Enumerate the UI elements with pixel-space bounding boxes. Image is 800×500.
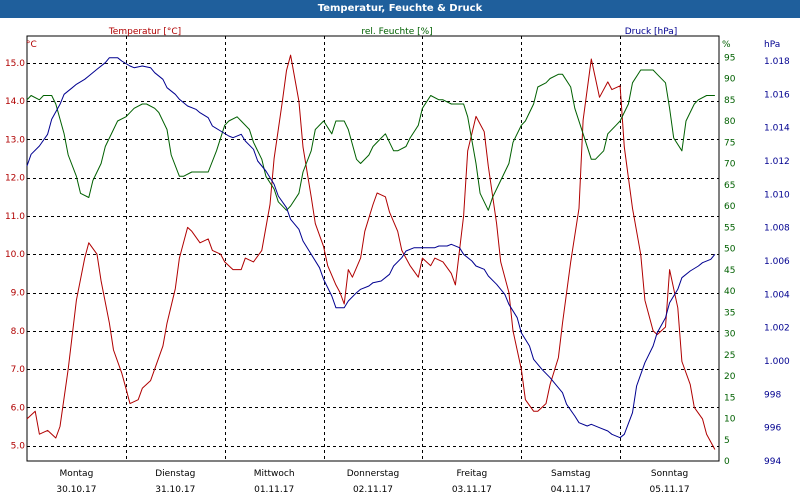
temperature-tick-label: 6.0 xyxy=(11,403,26,413)
humidity-tick-label: 20 xyxy=(724,372,736,382)
x-tick-day: Montag xyxy=(60,469,94,479)
temperature-tick-label: 11.0 xyxy=(5,212,25,222)
humidity-tick-label: 60 xyxy=(724,202,736,212)
pressure-tick-label: 1.006 xyxy=(764,257,790,267)
temperature-tick-label: 7.0 xyxy=(11,365,26,375)
humidity-tick-label: 65 xyxy=(724,181,735,191)
pressure-tick-label: 1.000 xyxy=(764,357,790,367)
temperature-axis-unit: °C xyxy=(26,40,37,50)
temperature-tick-label: 8.0 xyxy=(11,327,26,337)
humidity-tick-label: 25 xyxy=(724,351,735,361)
pressure-tick-label: 996 xyxy=(764,424,781,434)
pressure-tick-label: 1.010 xyxy=(764,190,790,200)
plot-area-border xyxy=(26,35,720,462)
x-tick-date: 03.11.17 xyxy=(452,485,492,495)
series-lines xyxy=(26,54,716,450)
series-line-humidity xyxy=(26,69,715,211)
x-tick-day: Freitag xyxy=(456,469,487,479)
x-tick-date: 01.11.17 xyxy=(254,485,294,495)
x-tick-day: Sonntag xyxy=(651,469,688,479)
x-tick-day: Mittwoch xyxy=(254,469,295,479)
humidity-tick-label: 5 xyxy=(724,436,730,446)
chart-title: Temperatur, Feuchte & Druck xyxy=(0,0,800,18)
series-line-temperature xyxy=(26,54,716,450)
temperature-tick-label: 9.0 xyxy=(11,289,26,299)
x-tick-day: Donnerstag xyxy=(347,469,400,479)
humidity-tick-label: 40 xyxy=(724,287,736,297)
x-tick-day: Dienstag xyxy=(155,469,195,479)
x-tick-date: 04.11.17 xyxy=(551,485,591,495)
humidity-axis-label: rel. Feuchte [%] xyxy=(361,27,432,37)
temperature-tick-labels: 15.0 14.0 13.0 12.0 11.0 10.0 9.0 8.0 7.0 6.0 5.0 xyxy=(5,59,25,452)
grid xyxy=(27,36,719,461)
pressure-tick-label: 1.002 xyxy=(764,324,790,334)
x-tick-date: 02.11.17 xyxy=(353,485,393,495)
humidity-tick-label: 55 xyxy=(724,223,735,233)
humidity-axis-unit: % xyxy=(722,40,731,50)
pressure-axis-unit: hPa xyxy=(764,40,780,50)
x-tick-date: 05.11.17 xyxy=(650,485,690,495)
pressure-axis-label: Druck [hPa] xyxy=(625,27,678,37)
temperature-axis-label: Temperatur [°C] xyxy=(108,27,181,37)
pressure-tick-label: 1.004 xyxy=(764,290,790,300)
temperature-tick-label: 12.0 xyxy=(5,174,25,184)
humidity-tick-label: 50 xyxy=(724,245,736,255)
temperature-tick-label: 14.0 xyxy=(5,97,25,107)
x-tick-day: Samstag xyxy=(551,469,590,479)
x-tick-date: 30.10.17 xyxy=(56,485,96,495)
temperature-tick-label: 5.0 xyxy=(11,442,26,452)
humidity-tick-label: 75 xyxy=(724,138,735,148)
x-tick-labels: Montag 30.10.17 Dienstag 31.10.17 Mittwoch 01… xyxy=(56,469,689,495)
pressure-tick-label: 1.018 xyxy=(764,57,790,67)
pressure-tick-label: 1.012 xyxy=(764,157,790,167)
pressure-tick-label: 998 xyxy=(764,390,781,400)
humidity-tick-label: 70 xyxy=(724,160,736,170)
pressure-tick-label: 1.014 xyxy=(764,124,790,134)
temperature-tick-label: 13.0 xyxy=(5,135,25,145)
humidity-tick-label: 15 xyxy=(724,393,735,403)
pressure-tick-label: 1.016 xyxy=(764,90,790,100)
x-tick-date: 31.10.17 xyxy=(155,485,195,495)
temperature-tick-label: 15.0 xyxy=(5,59,25,69)
series-line-pressure xyxy=(26,57,716,439)
humidity-tick-label: 90 xyxy=(724,75,736,85)
humidity-tick-label: 35 xyxy=(724,308,735,318)
pressure-tick-labels: 1.018 1.016 1.014 1.012 1.010 1.008 1.006 1.004… xyxy=(764,57,790,467)
humidity-tick-label: 30 xyxy=(724,330,736,340)
humidity-tick-label: 95 xyxy=(724,53,735,63)
humidity-tick-label: 45 xyxy=(724,266,735,276)
humidity-tick-label: 80 xyxy=(724,117,736,127)
temperature-tick-label: 10.0 xyxy=(5,250,25,260)
humidity-tick-label: 85 xyxy=(724,96,735,106)
humidity-tick-label: 0 xyxy=(724,457,730,467)
humidity-tick-label: 10 xyxy=(724,415,736,425)
pressure-tick-label: 1.008 xyxy=(764,224,790,234)
pressure-tick-label: 994 xyxy=(764,457,781,467)
